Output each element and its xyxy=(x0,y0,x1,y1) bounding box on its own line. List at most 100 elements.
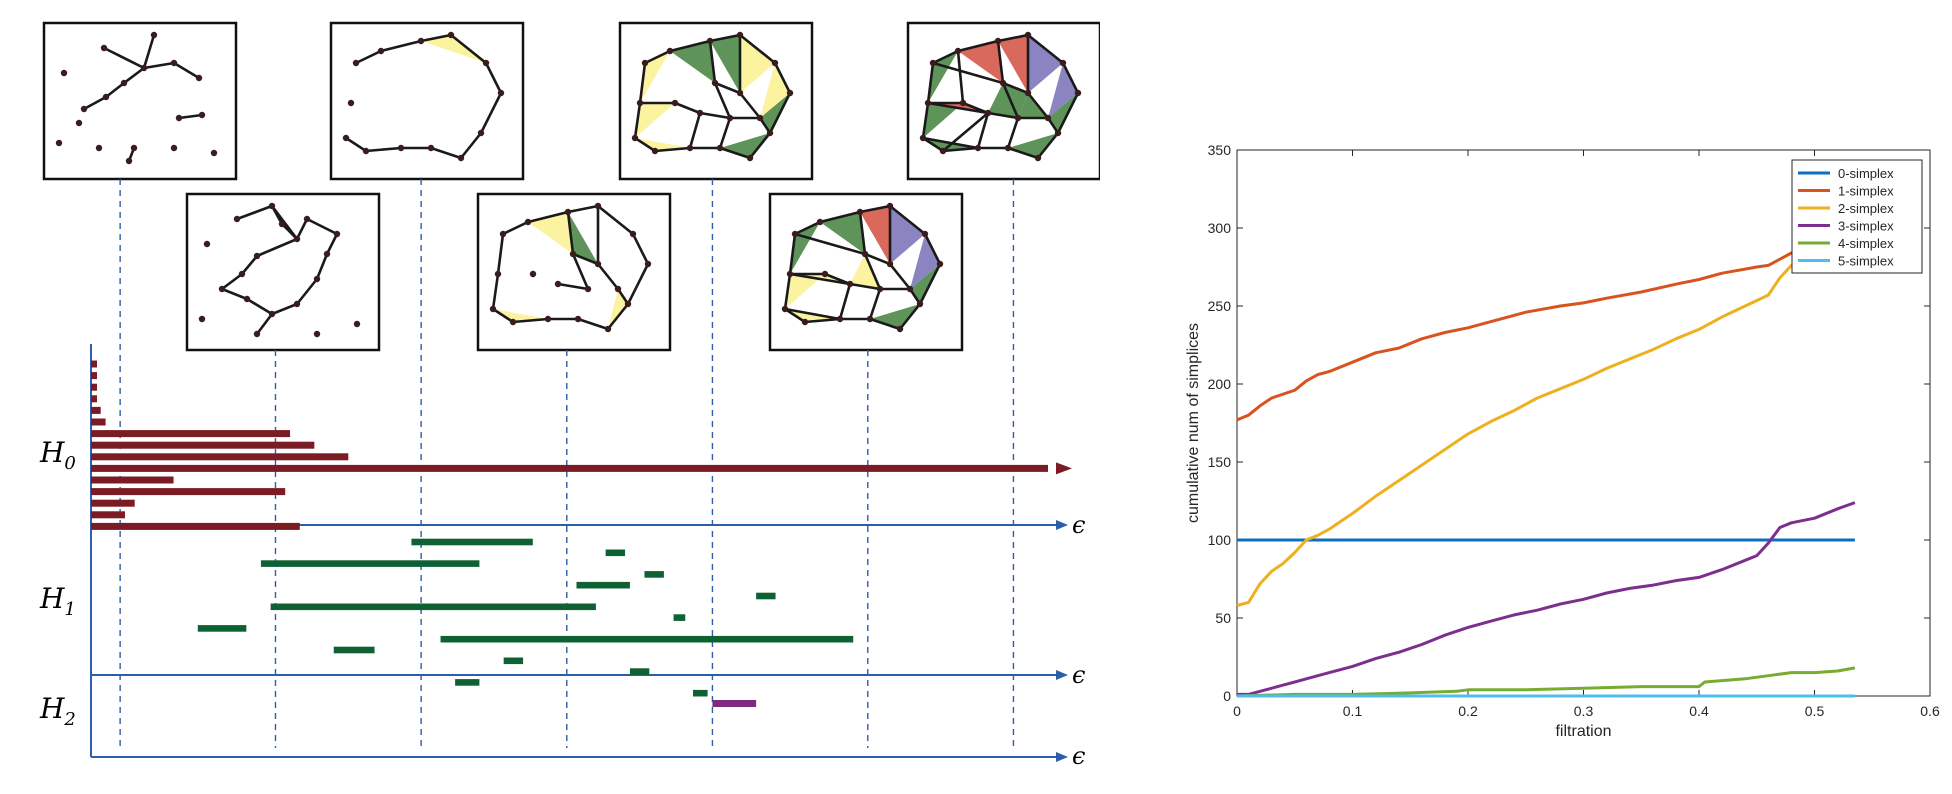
vertex xyxy=(497,89,505,97)
edge xyxy=(295,218,309,240)
edge xyxy=(794,232,866,256)
h0-bar-infinite xyxy=(91,464,1048,472)
vertex xyxy=(629,230,637,238)
edge xyxy=(864,252,891,266)
simplex-face xyxy=(988,83,1018,118)
series-line-3-simplex xyxy=(1237,501,1856,696)
edge xyxy=(987,111,1019,120)
legend-entry: 5-simplex xyxy=(1838,254,1894,269)
simplex-face xyxy=(670,41,715,83)
complex-frame xyxy=(329,21,525,181)
barcode-bars xyxy=(91,360,1072,707)
edge xyxy=(868,288,882,320)
edge xyxy=(804,317,841,324)
vertex xyxy=(614,285,622,293)
edge xyxy=(492,307,514,324)
edge xyxy=(888,263,912,290)
vertex xyxy=(896,325,904,333)
edge xyxy=(699,111,731,120)
vertex xyxy=(886,202,894,210)
h1-bar xyxy=(605,549,626,557)
vertex xyxy=(736,31,744,39)
edge xyxy=(869,317,901,331)
complex-panel-5 xyxy=(618,21,814,181)
edge xyxy=(923,233,942,265)
vertex xyxy=(1059,59,1067,67)
simplex-face xyxy=(760,63,790,118)
y-tick-label: 150 xyxy=(1208,454,1232,470)
vertex xyxy=(636,99,644,107)
simplex-face xyxy=(740,35,775,93)
vertex xyxy=(509,318,517,326)
vertex xyxy=(554,280,562,288)
vertex xyxy=(786,89,794,97)
edge xyxy=(255,313,274,335)
edge xyxy=(295,278,319,305)
edge xyxy=(932,61,1004,85)
vertex xyxy=(210,149,218,157)
vertex xyxy=(746,154,754,162)
vertex xyxy=(477,129,485,137)
edge xyxy=(921,102,930,139)
h2-label: H2 xyxy=(39,692,76,730)
x-tick-label: 0.1 xyxy=(1343,703,1363,719)
vertex xyxy=(886,260,894,268)
h1-bar xyxy=(333,646,375,654)
edge xyxy=(783,273,792,310)
edge xyxy=(365,146,402,153)
vertex xyxy=(293,235,301,243)
vertex xyxy=(130,144,138,152)
legend-entry: 4-simplex xyxy=(1838,236,1894,251)
edge xyxy=(688,112,702,149)
legend-box xyxy=(1791,159,1923,274)
vertex xyxy=(427,144,435,152)
complex-drawing xyxy=(631,31,794,162)
vertex xyxy=(170,144,178,152)
axis-ticks: 0 0.1 0.2 0.3 0.4 0.5 0.6 0 50 100 150 200 250 300 350 xyxy=(1208,142,1940,719)
edge xyxy=(577,317,609,331)
h0-bar xyxy=(91,476,174,484)
simplex-face xyxy=(910,264,940,304)
h1-bar xyxy=(270,603,596,611)
edge xyxy=(459,132,483,159)
edge xyxy=(105,81,125,99)
simplex-face xyxy=(635,138,690,151)
vertex xyxy=(666,47,674,55)
edge xyxy=(572,252,599,266)
vertex xyxy=(994,37,1002,45)
h1-bar xyxy=(629,668,650,675)
vertex xyxy=(313,330,321,338)
vertex xyxy=(766,129,774,137)
legend: 0-simplex 1-simplex 2-simplex 3-simplex 4-si… xyxy=(1791,159,1923,274)
edge xyxy=(942,146,979,153)
x-tick-label: 0.2 xyxy=(1458,703,1478,719)
vertex xyxy=(75,119,83,127)
vertex xyxy=(936,260,944,268)
vertex xyxy=(564,208,572,216)
vertex xyxy=(333,230,341,238)
edge xyxy=(606,303,630,330)
vertex xyxy=(716,144,724,152)
vertex xyxy=(686,144,694,152)
vertex xyxy=(203,240,211,248)
h0-bar xyxy=(91,522,300,530)
vertex xyxy=(482,59,490,67)
vertex xyxy=(736,89,744,97)
vertex xyxy=(929,59,937,67)
complex-panel-4 xyxy=(476,192,672,352)
vertex xyxy=(959,99,967,107)
vertex xyxy=(756,114,764,122)
edge xyxy=(83,95,107,111)
series-lines xyxy=(1236,232,1856,698)
complex-frame xyxy=(185,192,381,352)
vertex xyxy=(706,37,714,45)
complex-panel-6 xyxy=(768,192,964,352)
vertex xyxy=(919,134,927,142)
vertex xyxy=(974,144,982,152)
h1-bar xyxy=(411,538,533,546)
h0-bar-arrowhead xyxy=(1056,462,1072,475)
h0-bar xyxy=(91,383,97,391)
complex-panel-7 xyxy=(906,21,1100,181)
vertex xyxy=(924,99,932,107)
h1-label: H1 xyxy=(39,582,76,620)
